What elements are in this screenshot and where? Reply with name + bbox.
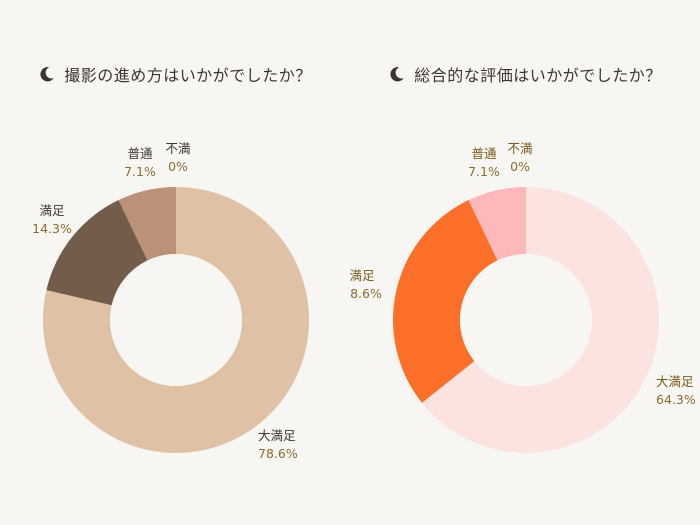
slice-value-very-satisfied: 78.6% [258, 446, 298, 461]
slice-label-neutral: 普通 [471, 146, 497, 161]
chart-title-overall: 総合的な評価はいかがでしたか？ [350, 62, 700, 86]
chart-title-shooting: 撮影の進め方はいかがでしたか？ [0, 62, 350, 86]
slice-label-very-satisfied: 大満足 [656, 374, 694, 389]
pie-slice-neutral [118, 187, 176, 261]
pie-slice-neutral [468, 187, 526, 261]
slice-value-dissatisfied: 0% [168, 159, 188, 174]
pie-slice-very-satisfied [42, 187, 309, 454]
slice-value-neutral: 7.1% [124, 164, 156, 179]
pie-slice-satisfied [46, 200, 148, 306]
slice-value-dissatisfied: 0% [510, 159, 530, 174]
donut-hole [110, 254, 242, 386]
slice-label-satisfied: 満足 [350, 268, 375, 283]
slice-value-satisfied: 28.6% [350, 286, 382, 301]
slice-value-neutral: 7.1% [468, 164, 500, 179]
slice-value-very-satisfied: 64.3% [656, 392, 696, 407]
slice-label-dissatisfied: 不満 [165, 141, 190, 156]
slice-value-satisfied: 14.3% [32, 221, 72, 236]
chart-panel-overall: 総合的な評価はいかがでしたか？ 大満足 64.3% 満足 28.6% 普通 7.1% 不満 0… [350, 0, 700, 525]
donut-hole [460, 254, 592, 386]
moon-icon [390, 67, 404, 82]
moon-icon [40, 67, 54, 82]
slice-label-neutral: 普通 [127, 146, 153, 161]
chart-title-text: 総合的な評価はいかがでしたか？ [414, 66, 662, 85]
donut-chart-shooting: 大満足 78.6% 満足 14.3% 普通 7.1% 不満 0% [32, 141, 309, 461]
slice-label-dissatisfied: 不満 [507, 141, 532, 156]
slice-label-satisfied: 満足 [39, 203, 65, 218]
donut-chart-overall: 大満足 64.3% 満足 28.6% 普通 7.1% 不満 0% [350, 141, 696, 453]
chart-panel-shooting: 撮影の進め方はいかがでしたか？ 大満足 78.6% 満足 14.3% 普通 7.1% 不満 0… [0, 62, 350, 461]
chart-title-text: 撮影の進め方はいかがでしたか？ [64, 66, 312, 85]
pie-slice-satisfied [393, 200, 498, 403]
slice-label-very-satisfied: 大満足 [258, 428, 296, 443]
pie-slice-very-satisfied [421, 187, 659, 453]
